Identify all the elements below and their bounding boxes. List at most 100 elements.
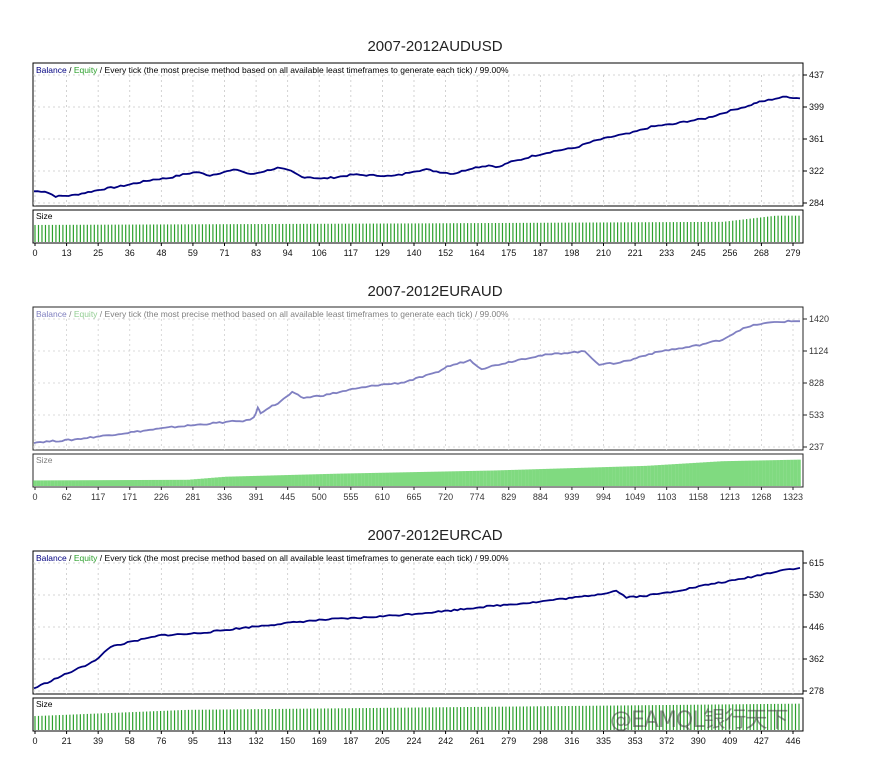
legend-header: Balance / Equity / Every tick (the most … — [36, 65, 509, 75]
x-tick-label: 610 — [375, 492, 390, 502]
legend-header: Balance / Equity / Every tick (the most … — [36, 309, 509, 319]
x-tick-label: 71 — [219, 248, 229, 258]
y-tick-label: 615 — [809, 558, 824, 568]
x-tick-label: 94 — [283, 248, 293, 258]
x-tick-label: 171 — [122, 492, 137, 502]
legend-equity: Equity — [74, 309, 98, 319]
x-tick-label: 164 — [470, 248, 485, 258]
x-tick-label: 500 — [312, 492, 327, 502]
y-tick-label: 361 — [809, 134, 824, 144]
x-tick-label: 13 — [62, 248, 72, 258]
chart-group: 615 530 446 362 278 Balance / Equity / Every … — [32, 550, 824, 746]
x-tick-label: 140 — [406, 248, 421, 258]
legend-balance: Balance — [36, 309, 67, 319]
legend-separator: / — [67, 65, 74, 75]
x-tick-label: 391 — [249, 492, 264, 502]
y-tick-label: 533 — [809, 410, 824, 420]
x-tick-label: 21 — [62, 736, 72, 746]
x-tick-label: 210 — [596, 248, 611, 258]
x-tick-label: 62 — [62, 492, 72, 502]
x-tick-label: 242 — [438, 736, 453, 746]
x-tick-label: 224 — [406, 736, 421, 746]
x-tick-label: 1158 — [689, 492, 708, 502]
legend-separator: / — [97, 309, 104, 319]
chart-audusd: 2007-2012AUDUSD 437 399 361 322 284 Balance /… — [0, 0, 870, 258]
x-tick-label: 117 — [91, 492, 105, 502]
y-tick-label: 530 — [809, 590, 824, 600]
y-tick-label: 362 — [809, 654, 824, 664]
x-tick-label: 1049 — [625, 492, 645, 502]
chart-svg-audusd: 437 399 361 322 284 Balance / Equity / Every … — [32, 62, 824, 258]
x-tick-label: 187 — [343, 736, 358, 746]
x-tick-label: 58 — [125, 736, 135, 746]
x-tick-label: 261 — [470, 736, 485, 746]
x-tick-label: 884 — [533, 492, 548, 502]
x-tick-label: 187 — [533, 248, 548, 258]
x-tick-label: 233 — [659, 248, 674, 258]
x-tick-label: 169 — [312, 736, 327, 746]
y-tick-label: 1124 — [809, 346, 828, 356]
x-tick-label: 279 — [501, 736, 516, 746]
x-tick-label: 829 — [501, 492, 516, 502]
y-tick-label: 828 — [809, 378, 824, 388]
x-tick-label: 1268 — [751, 492, 771, 502]
balance-line — [33, 95, 801, 199]
x-tick-label: 335 — [596, 736, 611, 746]
x-tick-label: 1103 — [657, 492, 676, 502]
x-tick-label: 205 — [375, 736, 390, 746]
x-tick-label: 268 — [754, 248, 769, 258]
x-tick-label: 720 — [438, 492, 453, 502]
legend-equity: Equity — [74, 553, 98, 563]
size-frame — [32, 697, 804, 732]
x-tick-label: 59 — [188, 248, 198, 258]
chart-group: 437 399 361 322 284 Balance / Equity / Every … — [32, 62, 824, 258]
x-tick-label: 175 — [501, 248, 516, 258]
x-tick-label: 95 — [188, 736, 198, 746]
x-tick-label: 198 — [564, 248, 579, 258]
x-tick-label: 48 — [156, 248, 166, 258]
x-tick-label: 390 — [691, 736, 706, 746]
legend-model: Every tick (the most precise method base… — [105, 553, 473, 563]
x-tick-label: 106 — [312, 248, 327, 258]
size-frame — [32, 209, 804, 244]
x-tick-label: 445 — [280, 492, 295, 502]
x-tick-label: 372 — [659, 736, 674, 746]
x-tick-label: 774 — [470, 492, 485, 502]
size-label: Size — [36, 699, 53, 709]
x-tick-label: 939 — [564, 492, 579, 502]
x-tick-label: 36 — [125, 248, 135, 258]
x-tick-label: 0 — [32, 492, 37, 502]
x-tick-label: 117 — [344, 248, 358, 258]
legend-quality: 99.00% — [480, 553, 509, 563]
y-tick-label: 237 — [809, 442, 824, 452]
legend-separator: / — [473, 553, 480, 563]
x-tick-label: 129 — [375, 248, 390, 258]
legend-model: Every tick (the most precise method base… — [105, 309, 473, 319]
x-tick-label: 83 — [251, 248, 261, 258]
y-tick-label: 399 — [809, 102, 824, 112]
legend-separator: / — [67, 553, 74, 563]
legend-equity: Equity — [74, 65, 98, 75]
balance-line — [33, 319, 800, 444]
x-tick-label: 446 — [785, 736, 800, 746]
size-label: Size — [36, 455, 53, 465]
legend-separator: / — [473, 309, 480, 319]
legend-balance: Balance — [36, 65, 67, 75]
x-tick-label: 113 — [217, 736, 231, 746]
x-tick-label: 409 — [722, 736, 737, 746]
y-tick-label: 322 — [809, 166, 824, 176]
x-tick-label: 336 — [217, 492, 232, 502]
balance-line — [33, 567, 801, 690]
x-tick-label: 152 — [438, 248, 453, 258]
x-tick-label: 0 — [32, 248, 37, 258]
legend-separator: / — [473, 65, 480, 75]
x-tick-label: 665 — [406, 492, 421, 502]
chart-title: 2007-2012AUDUSD — [367, 38, 503, 55]
y-tick-label: 278 — [809, 686, 824, 696]
x-tick-label: 25 — [93, 248, 103, 258]
chart-group: 1420 1124 828 533 237 Balance / Equity / Ever… — [32, 306, 829, 502]
x-tick-label: 221 — [628, 248, 643, 258]
x-tick-label: 1323 — [783, 492, 803, 502]
x-tick-label: 316 — [564, 736, 579, 746]
